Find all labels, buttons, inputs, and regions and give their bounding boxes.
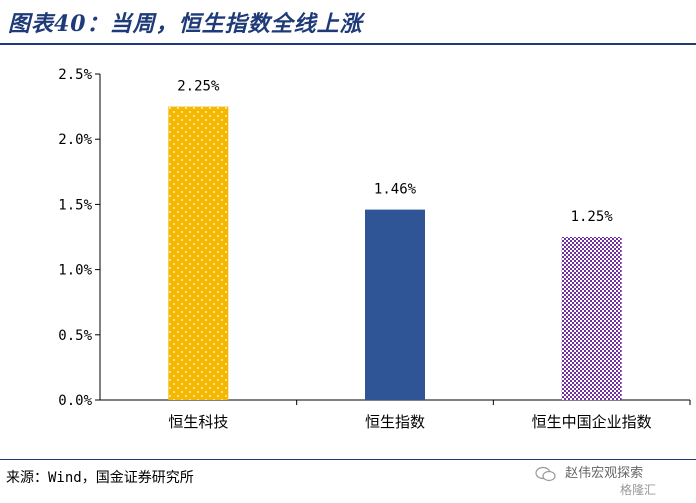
bars [168,106,622,400]
y-tick-label: 2.0% [58,132,92,148]
brand-watermark: 赵伟宏观探索 [535,462,643,482]
x-category-label: 恒生中国企业指数 [532,413,652,431]
x-category-label: 恒生科技 [168,413,228,431]
brand-secondary: 格隆汇 [620,483,657,497]
bar-chart: 0.0% 0.5% 1.0% 1.5% 2.0% 2.5% 2.25% 恒生科技 1.46% 恒… [58,67,691,431]
footer-divider [0,459,696,460]
y-tick-label: 0.0% [58,393,92,409]
y-tick-label: 1.0% [58,263,92,279]
bar [168,106,229,400]
y-tick-label: 2.5% [58,67,92,83]
bar [561,237,622,400]
x-category-label: 恒生指数 [365,413,425,431]
brand-name: 赵伟宏观探索 [565,466,644,481]
bar [365,209,425,400]
data-label: 1.25% [571,209,614,225]
source-note: 来源：Wind，国金证券研究所 [6,470,194,486]
labels: 2.25% 恒生科技 1.46% 恒生指数 1.25% 恒生中国企业指数 [168,79,651,431]
title-divider [0,43,696,45]
y-tick-label: 0.5% [58,328,92,344]
data-label: 1.46% [374,182,417,198]
wechat-icon [535,466,556,481]
y-tick-label: 1.5% [58,197,92,213]
chart-title: 图表40：当周，恒生指数全线上涨 [8,11,363,37]
data-label: 2.25% [177,79,220,95]
